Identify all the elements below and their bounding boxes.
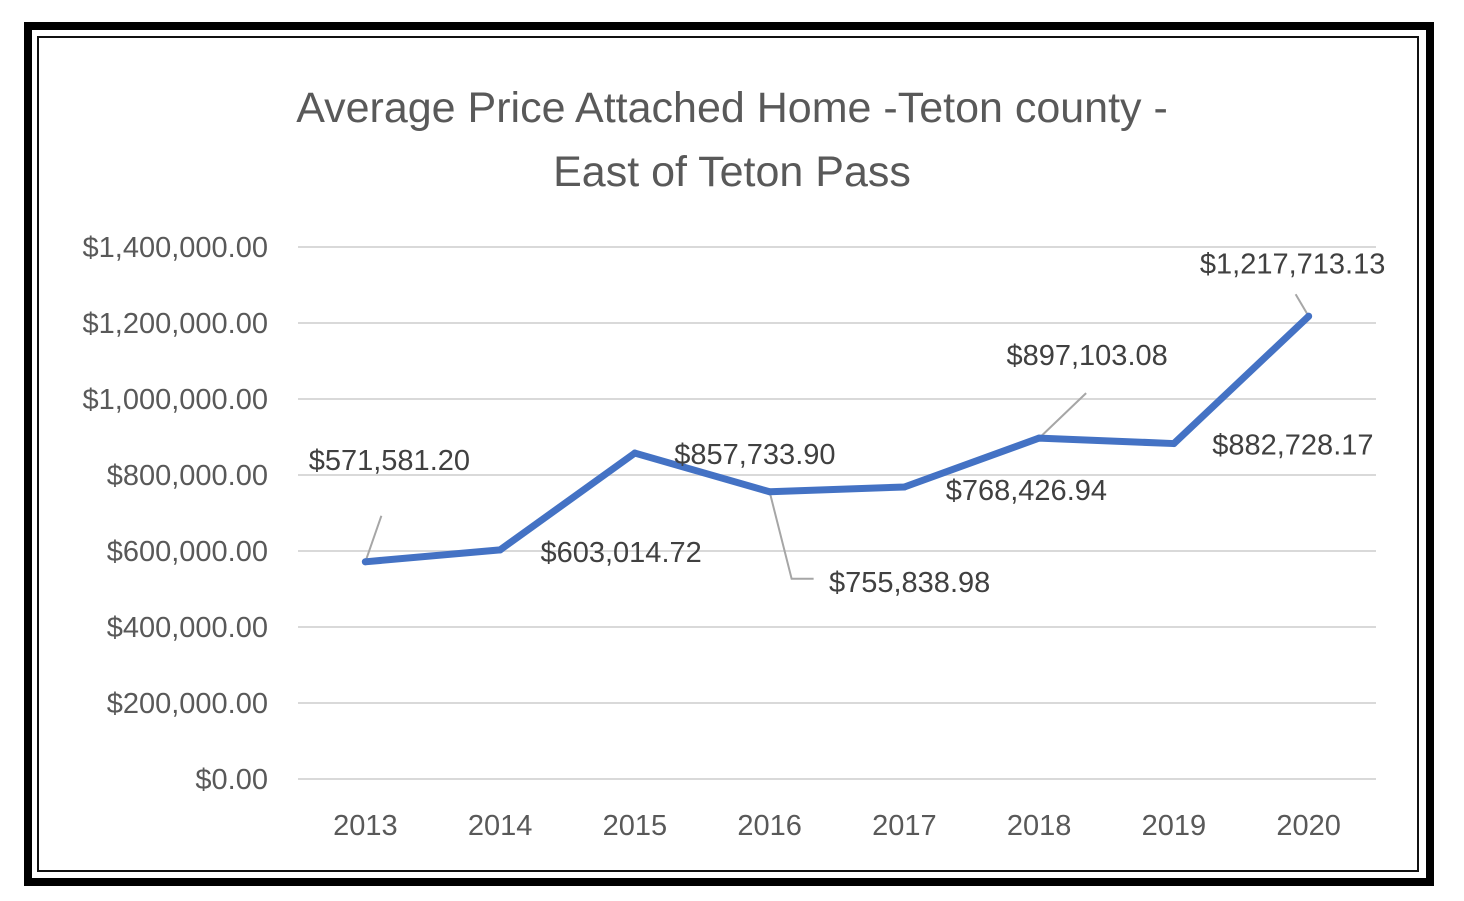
data-label: $603,014.72 (540, 537, 701, 569)
data-point (1035, 434, 1043, 442)
series-layer (361, 312, 1313, 566)
gridlines (298, 246, 1376, 780)
chart-title-line-1: Average Price Attached Home -Teton count… (296, 84, 1168, 132)
data-point (900, 483, 908, 491)
leader-line (1038, 392, 1087, 439)
chart-title: Average Price Attached Home -Teton count… (0, 76, 1464, 204)
y-tick-label: $600,000.00 (107, 536, 268, 568)
x-tick-label: 2020 (1276, 810, 1341, 842)
data-point (631, 449, 639, 457)
chart-title-line-2: East of Teton Pass (553, 148, 911, 196)
data-label: $768,426.94 (946, 475, 1107, 507)
x-tick-label: 2016 (737, 810, 802, 842)
x-tick-label: 2019 (1142, 810, 1207, 842)
data-point (361, 558, 369, 566)
leader-line (1294, 293, 1310, 317)
data-point (1305, 312, 1313, 320)
y-axis-tick-labels: $0.00 $200,000.00 $400,000.00 $600,000.00 $8… (83, 232, 268, 796)
y-tick-label: $200,000.00 (107, 688, 268, 720)
y-tick-label: $1,200,000.00 (83, 308, 268, 340)
data-point (766, 488, 774, 496)
leader-line (364, 515, 383, 563)
chart-outer-frame (24, 22, 1434, 886)
data-labels: $571,581.20 $603,014.72 $857,733.90 $755,83… (309, 248, 1386, 599)
x-tick-label: 2017 (872, 810, 937, 842)
x-tick-label: 2015 (603, 810, 668, 842)
leader-line (768, 491, 814, 580)
y-tick-label: $1,000,000.00 (83, 384, 268, 416)
data-label: $882,728.17 (1212, 430, 1373, 462)
data-label: $571,581.20 (309, 445, 470, 477)
chart-inner-frame (37, 36, 1419, 872)
data-label-leader-lines (364, 293, 1310, 580)
data-label: $857,733.90 (674, 439, 835, 471)
x-tick-label: 2014 (468, 810, 533, 842)
x-axis-tick-labels: 2013 2014 2015 2016 2017 2018 2019 2020 (333, 810, 1341, 842)
data-point (496, 546, 504, 554)
y-tick-label: $800,000.00 (107, 460, 268, 492)
y-tick-label: $400,000.00 (107, 612, 268, 644)
y-tick-label: $1,400,000.00 (83, 232, 268, 264)
data-point (1170, 440, 1178, 448)
y-tick-label: $0.00 (195, 764, 268, 796)
x-tick-label: 2018 (1007, 810, 1072, 842)
data-label: $1,217,713.13 (1200, 248, 1385, 280)
data-label: $897,103.08 (1006, 340, 1167, 372)
data-label: $755,838.98 (829, 567, 990, 599)
x-tick-label: 2013 (333, 810, 398, 842)
series-line (361, 312, 1313, 566)
